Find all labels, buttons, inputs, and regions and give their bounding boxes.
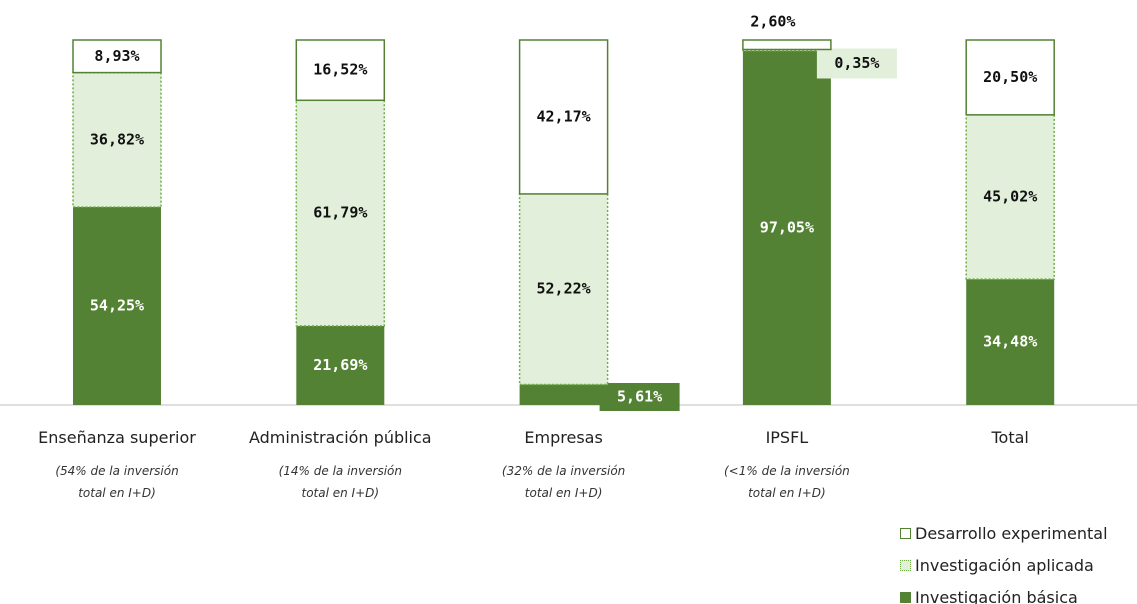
legend-item: Investigación básica bbox=[900, 588, 1078, 604]
category-label: Administración pública bbox=[248, 428, 432, 447]
value-label: 16,52% bbox=[313, 61, 367, 79]
value-label: 45,02% bbox=[983, 187, 1037, 205]
bar-segment bbox=[295, 39, 386, 102]
bar-segment bbox=[519, 384, 608, 405]
legend-label: Investigación aplicada bbox=[915, 556, 1094, 575]
value-label: 97,05% bbox=[760, 218, 814, 236]
value-label: 52,22% bbox=[537, 280, 591, 298]
bar-segment bbox=[742, 39, 832, 51]
category-label: Empresas bbox=[524, 428, 603, 447]
bar-segment bbox=[295, 99, 386, 327]
category-note: (<1% de la inversión total en I+D) bbox=[723, 464, 850, 500]
category-note: (14% de la inversión total en I+D) bbox=[278, 464, 402, 500]
value-label: 2,60% bbox=[750, 13, 795, 31]
legend-swatch bbox=[900, 528, 911, 539]
bar-segment bbox=[72, 39, 162, 74]
bar-segment bbox=[72, 71, 162, 208]
label-box bbox=[816, 48, 897, 79]
bar-segment bbox=[518, 39, 609, 195]
bar-segment bbox=[73, 206, 161, 405]
value-label: 36,82% bbox=[90, 130, 144, 148]
value-label: 42,17% bbox=[537, 107, 591, 125]
legend-label: Investigación básica bbox=[915, 588, 1078, 604]
label-box bbox=[599, 383, 680, 411]
legend-item: Desarrollo experimental bbox=[900, 524, 1108, 543]
value-label: 54,25% bbox=[90, 296, 144, 314]
bar-segment bbox=[742, 50, 831, 406]
value-label: 8,93% bbox=[94, 47, 139, 65]
bar-segment bbox=[965, 114, 1055, 280]
legend-swatch bbox=[900, 560, 911, 571]
value-label: 61,79% bbox=[313, 204, 367, 222]
bar-segment bbox=[518, 193, 609, 386]
legend-label: Desarrollo experimental bbox=[915, 524, 1108, 543]
value-label: 5,61% bbox=[617, 388, 662, 406]
value-label: 0,35% bbox=[834, 54, 879, 72]
bar-segment bbox=[966, 279, 1055, 405]
category-note: (32% de la inversión total en I+D) bbox=[501, 464, 626, 500]
legend-swatch bbox=[900, 592, 911, 603]
category-note: (54% de la inversión total en I+D) bbox=[55, 464, 179, 500]
legend-item: Investigación aplicada bbox=[900, 556, 1094, 575]
category-label: IPSFL bbox=[765, 428, 809, 447]
bar-segment bbox=[296, 325, 385, 405]
value-label: 34,48% bbox=[983, 333, 1037, 351]
value-label: 21,69% bbox=[313, 356, 367, 374]
bar-segment bbox=[965, 39, 1055, 116]
category-label: Total bbox=[991, 428, 1029, 447]
value-label: 20,50% bbox=[983, 68, 1037, 86]
category-label: Enseñanza superior bbox=[38, 428, 196, 447]
